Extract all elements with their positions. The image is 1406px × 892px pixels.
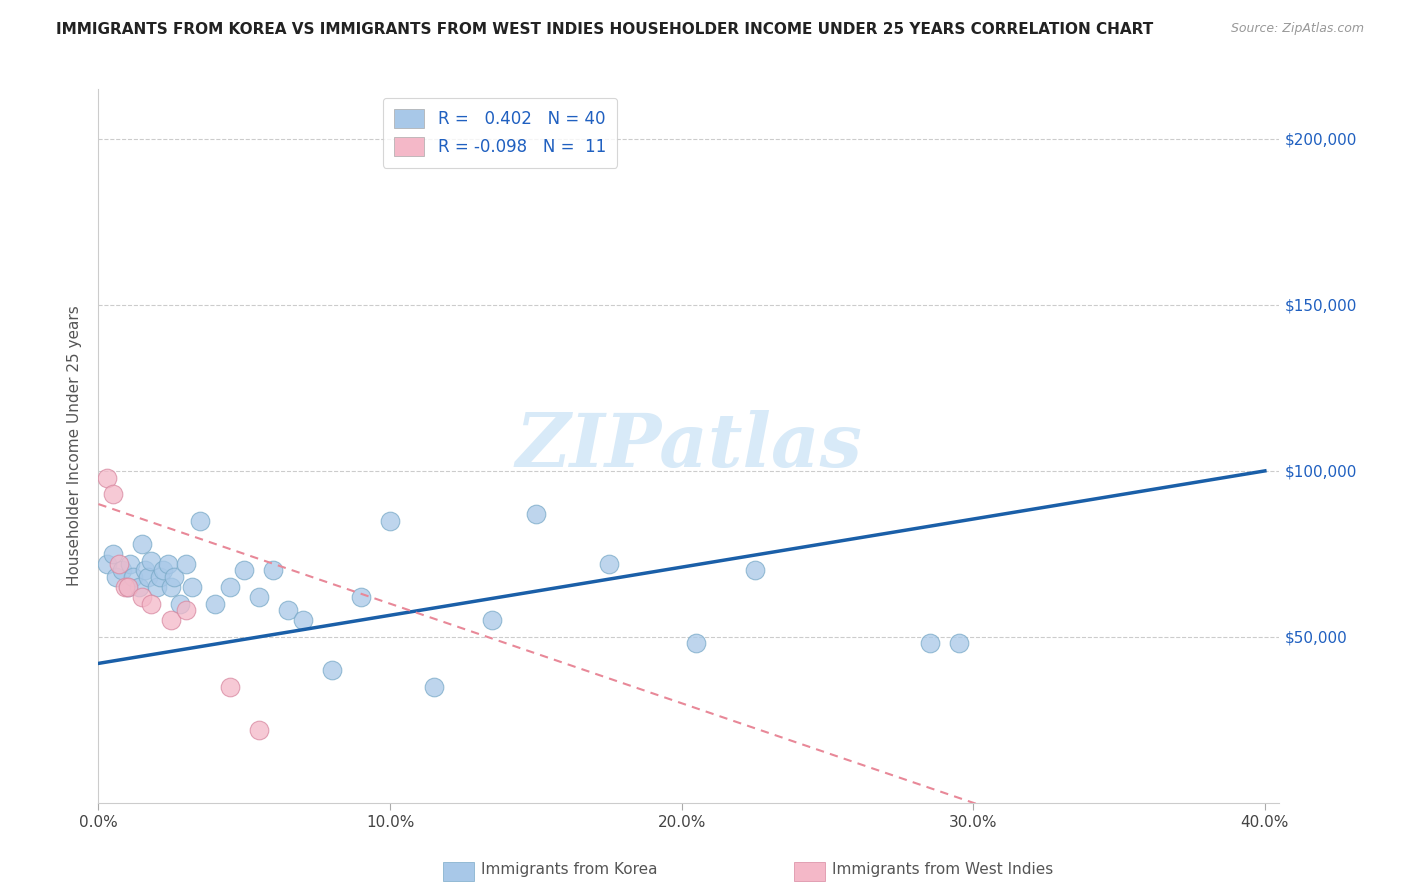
Point [204, 597, 226, 611]
Point [108, 557, 131, 571]
Point [190, 514, 212, 528]
Point [149, 570, 172, 584]
Legend: R =   0.402   N = 40, R = -0.098   N =  11: R = 0.402 N = 40, R = -0.098 N = 11 [382, 97, 617, 168]
Point [131, 590, 153, 604]
Point [918, 636, 941, 650]
Point [139, 553, 162, 567]
Point [134, 564, 156, 578]
Point [378, 514, 401, 528]
Point [122, 570, 145, 584]
Point [262, 564, 284, 578]
Y-axis label: Householder Income Under 25 years: Householder Income Under 25 years [67, 306, 83, 586]
Point [157, 557, 180, 571]
Point [423, 680, 446, 694]
Point [247, 590, 270, 604]
Point [598, 557, 620, 571]
Point [163, 570, 186, 584]
Point [685, 636, 707, 650]
Point [180, 580, 202, 594]
Point [96, 557, 118, 571]
Point [136, 570, 159, 584]
Point [321, 663, 343, 677]
Point [145, 580, 167, 594]
Point [233, 564, 256, 578]
Point [101, 547, 124, 561]
Text: Immigrants from Korea: Immigrants from Korea [481, 863, 658, 877]
Point [169, 597, 191, 611]
Point [114, 580, 136, 594]
Point [277, 603, 299, 617]
Point [218, 580, 240, 594]
Point [174, 603, 197, 617]
Point [247, 723, 270, 737]
Point [744, 564, 766, 578]
Point [131, 537, 153, 551]
Text: ZIPatlas: ZIPatlas [516, 409, 862, 483]
Point [152, 564, 174, 578]
Point [524, 507, 547, 521]
Point [948, 636, 970, 650]
Point [117, 580, 139, 594]
Point [174, 557, 197, 571]
Point [101, 487, 124, 501]
Point [481, 613, 503, 627]
Text: IMMIGRANTS FROM KOREA VS IMMIGRANTS FROM WEST INDIES HOUSEHOLDER INCOME UNDER 25: IMMIGRANTS FROM KOREA VS IMMIGRANTS FROM… [56, 22, 1153, 37]
Point [160, 580, 183, 594]
Text: Immigrants from West Indies: Immigrants from West Indies [832, 863, 1053, 877]
Point [350, 590, 373, 604]
Point [291, 613, 314, 627]
Point [111, 564, 134, 578]
Point [117, 580, 139, 594]
Point [218, 680, 240, 694]
Point [139, 597, 162, 611]
Text: Source: ZipAtlas.com: Source: ZipAtlas.com [1230, 22, 1364, 36]
Point [128, 580, 150, 594]
Point [104, 570, 127, 584]
Point [160, 613, 183, 627]
Point [120, 557, 142, 571]
Point [96, 470, 118, 484]
